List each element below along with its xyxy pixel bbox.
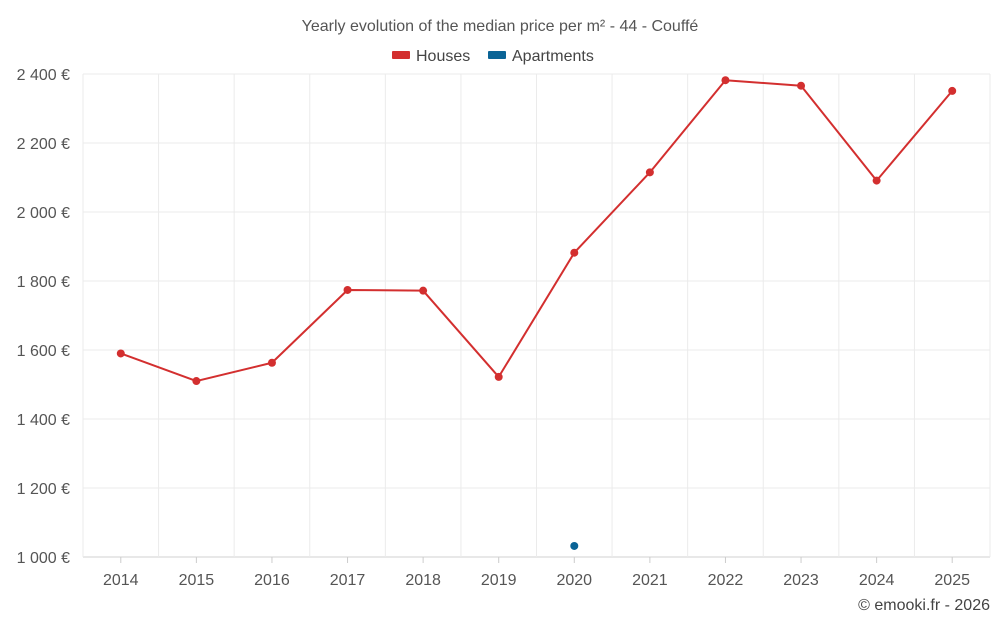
data-point-houses[interactable] [948,86,957,95]
y-tick-label: 1 000 € [17,550,70,567]
x-tick-label: 2017 [330,572,366,589]
x-tick-label: 2024 [859,572,895,589]
legend[interactable]: Houses Apartments [392,48,594,65]
data-point-houses[interactable] [570,248,579,257]
y-tick-label: 1 200 € [17,481,70,498]
x-tick-label: 2018 [405,572,441,589]
x-tick-label: 2016 [254,572,290,589]
credit-text: © emooki.fr - 2026 [858,597,990,614]
legend-label-houses: Houses [416,48,470,65]
x-tick-label: 2021 [632,572,668,589]
x-tick-label: 2022 [708,572,744,589]
data-point-houses[interactable] [192,377,201,386]
data-point-houses[interactable] [419,286,428,295]
y-tick-label: 1 800 € [17,274,70,291]
data-point-houses[interactable] [721,76,730,85]
data-point-houses[interactable] [797,81,806,90]
y-tick-label: 2 200 € [17,136,70,153]
legend-swatch-apartments [488,51,506,59]
x-tick-label: 2025 [934,572,970,589]
legend-label-apartments: Apartments [512,48,594,65]
grid [82,73,991,558]
series [116,76,957,550]
x-tick-label: 2023 [783,572,819,589]
data-point-houses[interactable] [343,285,352,294]
data-point-houses[interactable] [494,372,503,381]
y-axis: 1 000 € 1 200 € 1 400 € 1 600 € 1 800 € 2 000… [17,67,70,567]
y-tick-label: 1 600 € [17,343,70,360]
x-tick-label: 2014 [103,572,139,589]
y-tick-label: 2 000 € [17,205,70,222]
series-line-houses [120,79,953,383]
data-point-houses[interactable] [116,349,125,358]
data-point-houses[interactable] [645,168,654,177]
chart-title: Yearly evolution of the median price per… [302,18,699,35]
x-tick-label: 2019 [481,572,517,589]
x-tick-label: 2015 [179,572,215,589]
legend-item-apartments[interactable]: Apartments [488,48,594,65]
data-point-apartments[interactable] [570,541,579,550]
y-tick-label: 2 400 € [17,67,70,84]
legend-swatch-houses [392,51,410,59]
y-tick-label: 1 400 € [17,412,70,429]
x-axis: 2014 2015 2016 2017 2018 2019 2020 2021 2022 2023… [103,557,970,589]
data-point-houses[interactable] [872,176,881,185]
legend-item-houses[interactable]: Houses [392,48,470,65]
data-point-houses[interactable] [267,358,276,367]
x-tick-label: 2020 [556,572,592,589]
